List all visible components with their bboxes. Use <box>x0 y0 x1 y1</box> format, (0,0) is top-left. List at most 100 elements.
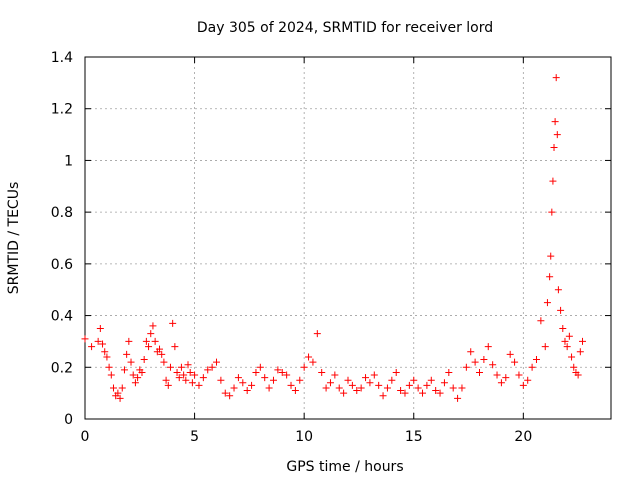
data-point <box>552 74 560 82</box>
y-tick-label: 0.8 <box>51 205 73 221</box>
x-tick-label: 0 <box>81 429 90 445</box>
data-point <box>348 381 356 389</box>
data-point <box>177 363 185 371</box>
x-tick-label: 15 <box>405 429 423 445</box>
data-point <box>553 131 561 139</box>
y-tick-label: 0.2 <box>51 360 73 376</box>
y-tick-label: 1 <box>64 153 73 169</box>
data-point <box>171 343 179 351</box>
y-tick-label: 0.6 <box>51 257 73 273</box>
data-point <box>123 350 131 358</box>
data-point <box>129 371 137 379</box>
data-point <box>397 387 405 395</box>
data-point <box>88 343 96 351</box>
data-point <box>445 368 453 376</box>
data-point <box>462 363 470 371</box>
data-point <box>423 381 431 389</box>
data-point <box>158 350 166 358</box>
data-point <box>476 368 483 376</box>
data-point <box>427 376 435 384</box>
data-point <box>547 252 555 260</box>
data-point <box>546 273 554 281</box>
data-point <box>195 381 203 389</box>
data-point <box>252 368 260 376</box>
data-point <box>265 384 273 392</box>
data-point <box>208 363 216 371</box>
data-point <box>561 337 569 345</box>
data-point <box>116 394 124 402</box>
data-point <box>506 350 514 358</box>
data-point <box>392 368 400 376</box>
data-point <box>261 374 269 382</box>
y-tick-label: 0 <box>64 412 73 428</box>
data-point <box>405 381 413 389</box>
data-point <box>120 366 128 374</box>
data-point <box>283 371 291 379</box>
data-point <box>134 374 142 382</box>
data-point <box>300 363 308 371</box>
data-point <box>370 371 378 379</box>
y-tick-label: 0.4 <box>51 309 73 325</box>
data-point <box>511 358 519 366</box>
data-point <box>568 353 576 361</box>
data-point <box>166 363 174 371</box>
data-point <box>256 363 264 371</box>
data-point <box>109 384 117 392</box>
data-point <box>519 381 527 389</box>
data-point <box>326 379 334 387</box>
data-point <box>537 317 545 325</box>
data-point <box>118 384 126 392</box>
data-point <box>151 337 159 345</box>
data-point <box>357 384 365 392</box>
data-point <box>221 389 229 397</box>
data-point <box>515 371 523 379</box>
data-point <box>213 358 220 366</box>
data-point <box>114 389 122 397</box>
data-point <box>436 389 444 397</box>
data-point <box>230 384 238 392</box>
data-point <box>419 389 427 397</box>
data-point <box>331 371 339 379</box>
data-point <box>291 387 299 395</box>
data-point <box>375 381 383 389</box>
chart-title: Day 305 of 2024, SRMTID for receiver lor… <box>197 20 493 36</box>
x-axis-label: GPS time / hours <box>286 459 403 475</box>
data-point <box>549 177 557 185</box>
data-point <box>101 348 109 356</box>
data-points <box>81 74 587 402</box>
data-point <box>234 374 242 382</box>
data-point <box>532 356 540 364</box>
data-point <box>145 343 153 351</box>
data-point <box>541 343 549 351</box>
data-point <box>248 381 256 389</box>
data-point <box>186 368 194 376</box>
data-point <box>449 384 457 392</box>
data-point <box>353 387 361 395</box>
data-point <box>81 335 89 343</box>
data-point <box>96 325 104 332</box>
data-point <box>528 363 536 371</box>
data-point <box>563 343 571 351</box>
data-point <box>173 368 181 376</box>
data-point <box>296 376 304 384</box>
data-point <box>313 330 321 338</box>
data-point <box>362 374 370 382</box>
data-point <box>226 392 234 400</box>
data-point <box>309 358 317 366</box>
y-tick-label: 1.4 <box>51 50 73 66</box>
data-point <box>493 371 501 379</box>
data-point <box>497 379 505 387</box>
data-point <box>99 340 107 348</box>
data-point <box>543 299 551 307</box>
data-point <box>344 376 352 384</box>
data-point <box>217 376 225 384</box>
data-point <box>140 356 148 364</box>
data-point <box>107 371 115 379</box>
data-point <box>432 387 440 395</box>
data-point <box>199 374 207 382</box>
data-point <box>548 208 556 216</box>
data-point <box>147 330 155 338</box>
y-tick-labels: 0 0.2 0.4 0.6 0.8 1 1.2 1.4 <box>51 50 73 428</box>
data-point <box>239 379 247 387</box>
